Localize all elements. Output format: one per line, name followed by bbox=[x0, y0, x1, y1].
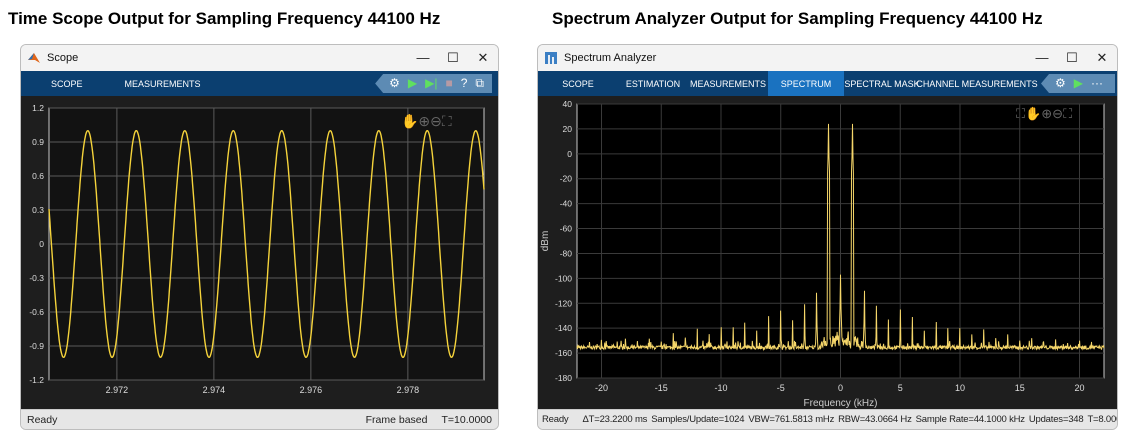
zoom-tools-icon: ⛶✋⊕⊖⛶ bbox=[1015, 106, 1073, 121]
spectrum-window: Spectrum Analyzer — ☐ ✕ SCOPE ESTIMATION… bbox=[537, 44, 1118, 430]
y-tick-label: -140 bbox=[555, 323, 572, 333]
spectrum-title-bar: Spectrum Analyzer — ☐ ✕ bbox=[538, 45, 1117, 71]
tab-scope[interactable]: SCOPE bbox=[562, 78, 594, 89]
spectrum-status-bar: Ready ΔT=23.2200 ms Samples/Update=1024 … bbox=[538, 409, 1117, 429]
x-axis-label: Frequency (kHz) bbox=[804, 398, 878, 409]
x-tick-label: -10 bbox=[714, 383, 727, 393]
y-tick-label: -80 bbox=[560, 248, 573, 258]
status-delta-t: ΔT=23.2200 ms bbox=[582, 414, 648, 425]
status-time: T=10.0000 bbox=[441, 413, 492, 426]
scope-window: Scope — ☐ ✕ SCOPE MEASUREMENTS ⚙ ▶ ▶| ■ … bbox=[20, 44, 499, 430]
tab-measurements[interactable]: MEASUREMENTS bbox=[124, 78, 201, 89]
y-axis-label: dBm bbox=[540, 231, 551, 252]
settings-icon[interactable]: ⚙ bbox=[1055, 76, 1066, 90]
status-rbw: RBW=43.0664 Hz bbox=[838, 414, 912, 425]
minimize-button[interactable]: — bbox=[416, 50, 430, 65]
y-tick-label: -60 bbox=[560, 224, 573, 234]
tab-scope[interactable]: SCOPE bbox=[51, 78, 83, 89]
x-tick-label: 20 bbox=[1074, 383, 1084, 393]
x-tick-label: 10 bbox=[955, 383, 965, 393]
x-tick-label: 15 bbox=[1015, 383, 1025, 393]
y-tick-label: -180 bbox=[555, 373, 572, 383]
spectrum-plot-area: -20 -15 -10 -5 0 5 10 15 20 40 20 0 -20 -40 -60 -80 -100… bbox=[538, 96, 1117, 409]
minimize-button[interactable]: — bbox=[1035, 50, 1049, 65]
spectrum-toolstrip: SCOPE ESTIMATION MEASUREMENTS SPECTRUM S… bbox=[538, 71, 1117, 96]
tab-channel-measurements[interactable]: CHANNEL MEASUREMENTS bbox=[916, 78, 1038, 89]
y-tick-label: 0.9 bbox=[32, 137, 44, 147]
scope-plot-area: 2.972 2.974 2.976 2.978 1.2 0.9 0.6 0.3 0 -0.3 -0.… bbox=[21, 96, 498, 409]
matlab-logo-icon bbox=[28, 53, 40, 63]
help-icon[interactable]: ? bbox=[460, 76, 468, 90]
undock-icon[interactable]: ⧉ bbox=[475, 76, 484, 90]
step-forward-icon[interactable]: ▶| bbox=[425, 76, 438, 90]
close-button[interactable]: ✕ bbox=[1096, 50, 1108, 65]
spectrum-analyzer-logo-icon bbox=[545, 52, 557, 64]
y-tick-label: 20 bbox=[563, 124, 573, 134]
scope-title-bar: Scope — ☐ ✕ bbox=[21, 45, 498, 71]
y-tick-label: 0 bbox=[567, 149, 572, 159]
y-tick-label: 1.2 bbox=[32, 103, 44, 113]
run-icon[interactable]: ▶ bbox=[1073, 76, 1083, 90]
status-time: T=8.0000 bbox=[1087, 414, 1117, 425]
x-tick-label: -5 bbox=[777, 383, 785, 393]
more-icon[interactable]: ··· bbox=[1091, 76, 1103, 90]
left-title: Time Scope Output for Sampling Frequency… bbox=[8, 9, 441, 28]
status-updates: Updates=348 bbox=[1028, 414, 1084, 425]
maximize-button[interactable]: ☐ bbox=[1066, 50, 1078, 65]
x-tick-label: 2.974 bbox=[203, 385, 226, 395]
x-tick-label: 0 bbox=[838, 383, 843, 393]
spectrum-axes[interactable]: -20 -15 -10 -5 0 5 10 15 20 40 20 0 -20 -40 -60 -80 -100… bbox=[538, 96, 1117, 409]
status-mode: Frame based bbox=[365, 413, 428, 426]
spectrum-trace bbox=[576, 123, 1105, 352]
x-tick-label: -15 bbox=[655, 383, 668, 393]
status-vbw: VBW=761.5813 mHz bbox=[748, 414, 835, 425]
x-tick-label: 2.976 bbox=[300, 385, 323, 395]
y-tick-label: -120 bbox=[555, 298, 572, 308]
y-tick-label: -0.3 bbox=[29, 273, 44, 283]
scope-toolbar-buttons: ⚙ ▶ ▶| ■ ? ⧉ bbox=[375, 74, 492, 93]
y-tick-label: 0 bbox=[39, 239, 44, 249]
x-tick-label: 2.972 bbox=[106, 385, 129, 395]
zoom-tools-icon: ✋⊕⊖⛶ bbox=[401, 113, 452, 129]
close-button[interactable]: ✕ bbox=[477, 50, 489, 65]
y-tick-label: -40 bbox=[560, 199, 573, 209]
scope-status-bar: Ready Frame based T=10.0000 bbox=[21, 409, 498, 429]
maximize-button[interactable]: ☐ bbox=[447, 50, 459, 65]
x-tick-label: 5 bbox=[898, 383, 903, 393]
y-tick-label: -1.2 bbox=[29, 375, 44, 385]
y-tick-label: 0.3 bbox=[32, 205, 44, 215]
stop-icon[interactable]: ■ bbox=[445, 76, 453, 90]
tab-estimation[interactable]: ESTIMATION bbox=[625, 78, 681, 89]
right-title: Spectrum Analyzer Output for Sampling Fr… bbox=[552, 9, 1043, 28]
spectrum-window-title: Spectrum Analyzer bbox=[564, 52, 657, 64]
status-ready: Ready bbox=[27, 413, 58, 426]
spectrum-toolbar-buttons: ⚙ ▶ ··· bbox=[1041, 74, 1115, 93]
settings-icon[interactable]: ⚙ bbox=[389, 76, 400, 90]
tab-spectrum[interactable]: SPECTRUM bbox=[768, 71, 844, 96]
x-tick-label: -20 bbox=[595, 383, 608, 393]
y-tick-label: -0.6 bbox=[29, 307, 44, 317]
y-tick-label: -0.9 bbox=[29, 341, 44, 351]
status-samples: Samples/Update=1024 bbox=[651, 414, 745, 425]
tab-spectral-mask[interactable]: SPECTRAL MASK bbox=[844, 78, 920, 89]
y-tick-label: 40 bbox=[563, 99, 573, 109]
run-icon[interactable]: ▶ bbox=[407, 76, 418, 90]
scope-toolstrip: SCOPE MEASUREMENTS ⚙ ▶ ▶| ■ ? ⧉ bbox=[21, 71, 498, 96]
sine-trace bbox=[48, 129, 485, 359]
y-tick-label: -160 bbox=[555, 348, 572, 358]
tab-measurements[interactable]: MEASUREMENTS bbox=[689, 78, 766, 89]
y-tick-label: -20 bbox=[560, 174, 573, 184]
scope-window-title: Scope bbox=[47, 52, 79, 64]
status-sample-rate: Sample Rate=44.1000 kHz bbox=[915, 414, 1025, 425]
status-ready: Ready bbox=[542, 414, 569, 425]
scope-axes[interactable]: 2.972 2.974 2.976 2.978 1.2 0.9 0.6 0.3 0 -0.3 -0.… bbox=[21, 96, 498, 409]
y-tick-label: -100 bbox=[555, 273, 572, 283]
y-tick-label: 0.6 bbox=[32, 171, 44, 181]
x-tick-label: 2.978 bbox=[397, 385, 420, 395]
